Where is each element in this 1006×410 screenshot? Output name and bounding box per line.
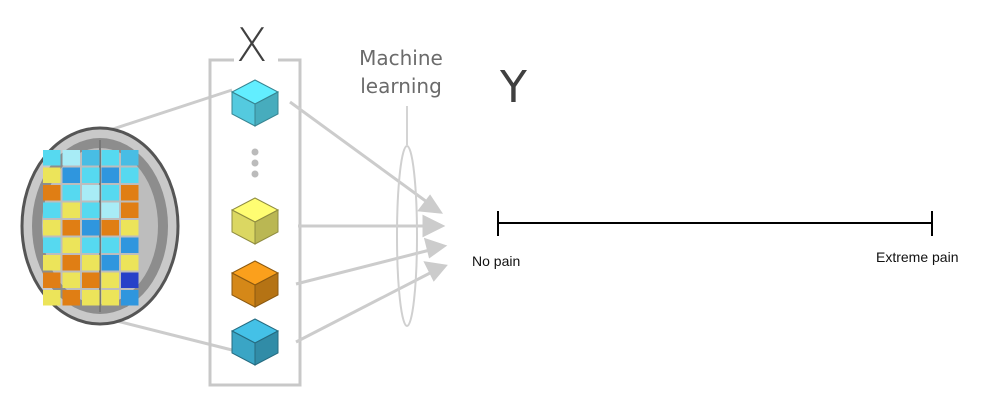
feature-cubes [230, 79, 280, 366]
brain-voxel [62, 237, 80, 253]
brain-voxel [82, 272, 100, 288]
blue-cube-icon [230, 318, 280, 366]
brain-voxel [101, 202, 119, 218]
ellipsis-dot [251, 170, 259, 178]
orange-cube-icon [230, 260, 280, 308]
ellipsis-dot [251, 159, 259, 167]
brain-voxel [121, 290, 139, 306]
brain-voxel [82, 202, 100, 218]
brain-voxel [43, 220, 61, 236]
brain-voxel [101, 237, 119, 253]
brain-voxel [43, 255, 61, 271]
brain-voxel [62, 290, 80, 306]
brain-connector-bottom [104, 316, 233, 352]
brain-voxel [62, 272, 80, 288]
brain-voxel [62, 150, 80, 166]
brain-voxel [62, 255, 80, 271]
yellow-cube-icon [230, 197, 280, 245]
brain-voxel [121, 237, 139, 253]
brain-voxel [82, 290, 100, 306]
brain-voxel [82, 185, 100, 201]
brain-voxel [62, 220, 80, 236]
brain-voxel [121, 255, 139, 271]
feature-box-label-gap [234, 55, 278, 65]
feature-arrows [289, 100, 448, 344]
brain-voxel [121, 185, 139, 201]
machine-learning-label: Machine learning [359, 46, 443, 98]
pain-scale [497, 211, 933, 236]
brain-voxel [121, 272, 139, 288]
brain-voxel [62, 167, 80, 183]
brain-activation-grid [43, 150, 139, 306]
lens-icon [396, 145, 418, 327]
brain-connector-top [109, 88, 233, 132]
outcome-label: Y [500, 62, 527, 113]
brain-voxel [82, 150, 100, 166]
ellipsis-dot [251, 148, 259, 156]
brain-voxel [82, 237, 100, 253]
scale-min-label: No pain [472, 253, 521, 269]
brain-voxel [43, 237, 61, 253]
brain-voxel [43, 150, 61, 166]
brain-voxel [43, 290, 61, 306]
scale-max-label: Extreme pain [876, 249, 959, 265]
brain-voxel [43, 185, 61, 201]
brain-voxel [43, 272, 61, 288]
brain-voxel [101, 185, 119, 201]
brain-voxel [82, 255, 100, 271]
brain-voxel [121, 150, 139, 166]
brain-voxel [82, 167, 100, 183]
brain-voxel [101, 290, 119, 306]
brain-voxel [62, 185, 80, 201]
features-label: X [236, 18, 268, 72]
brain-voxel [43, 167, 61, 183]
brain-icon [20, 126, 180, 326]
brain-voxel [121, 202, 139, 218]
brain-voxel [43, 202, 61, 218]
brain-voxel [121, 220, 139, 236]
brain-voxel [101, 255, 119, 271]
brain-voxel [82, 220, 100, 236]
cyan-cube-icon [230, 79, 280, 127]
brain-voxel [62, 202, 80, 218]
brain-voxel [101, 150, 119, 166]
brain-voxel [101, 220, 119, 236]
brain-voxel [101, 272, 119, 288]
brain-voxel [101, 167, 119, 183]
brain-voxel [121, 167, 139, 183]
